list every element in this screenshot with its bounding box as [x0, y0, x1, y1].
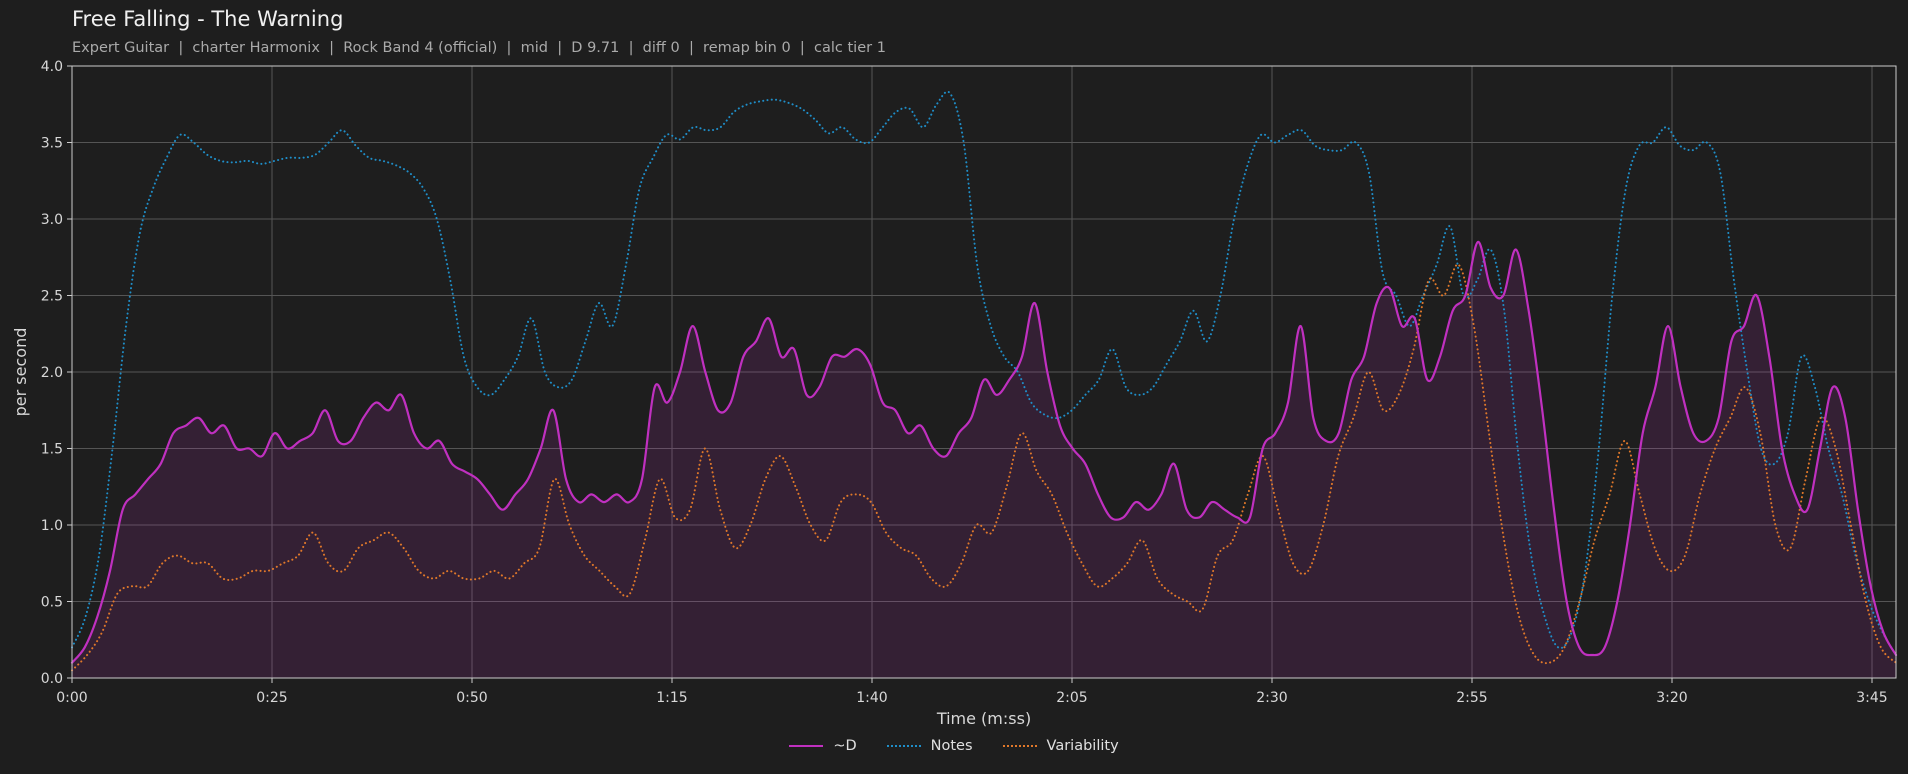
legend-item-variability: Variability: [1002, 738, 1119, 754]
legend-label-notes: Notes: [930, 738, 973, 754]
chart-subtitle: Expert Guitar | charter Harmonix | Rock …: [72, 40, 886, 56]
series-lines: [70, 90, 1898, 672]
y-tick-label: 4.0: [41, 59, 63, 75]
legend-item-d: ~D: [789, 738, 857, 754]
series-line-variability: [71, 263, 1897, 672]
x-tick-label: 0:50: [456, 690, 487, 706]
x-axis-ticks: 0:00 0:25 0:50 1:15 1:40 2:05 2:30 2:55 3:20 3:45: [56, 678, 1888, 706]
legend-item-notes: Notes: [886, 738, 973, 754]
y-axis-ticks: 0.0 0.5 1.0 1.5 2.0 2.5 3.0 3.5 4.0: [41, 59, 72, 687]
y-tick-label: 0.0: [41, 671, 63, 687]
series-line-notes: [71, 90, 1897, 656]
x-axis-label: Time (m:ss): [936, 709, 1031, 728]
legend-label-variability: Variability: [1046, 738, 1119, 754]
legend: ~D Notes Variability: [0, 738, 1908, 754]
y-tick-label: 0.5: [41, 595, 63, 611]
series-fills: [72, 241, 1896, 679]
legend-label-d: ~D: [833, 738, 857, 754]
x-tick-label: 3:45: [1856, 690, 1887, 706]
y-tick-label: 2.5: [41, 289, 63, 305]
y-tick-label: 2.0: [41, 365, 63, 381]
x-tick-label: 2:05: [1056, 690, 1087, 706]
chart-title: Free Falling - The Warning: [72, 7, 344, 31]
x-tick-label: 1:40: [856, 690, 887, 706]
legend-swatch-variability: [1002, 745, 1037, 747]
y-tick-label: 3.0: [41, 212, 63, 228]
y-tick-label: 3.5: [41, 136, 63, 152]
x-tick-label: 3:20: [1656, 690, 1687, 706]
series-fill-d: [72, 241, 1896, 679]
x-tick-label: 0:00: [56, 690, 87, 706]
x-tick-label: 1:15: [656, 690, 687, 706]
x-tick-label: 2:30: [1256, 690, 1287, 706]
x-tick-label: 2:55: [1456, 690, 1487, 706]
legend-swatch-notes: [886, 745, 921, 747]
y-axis-label: per second: [11, 328, 30, 417]
x-tick-label: 0:25: [256, 690, 287, 706]
y-tick-label: 1.5: [41, 442, 63, 458]
y-tick-label: 1.0: [41, 518, 63, 534]
legend-swatch-d: [789, 745, 824, 747]
series-line-d: [70, 240, 1898, 664]
